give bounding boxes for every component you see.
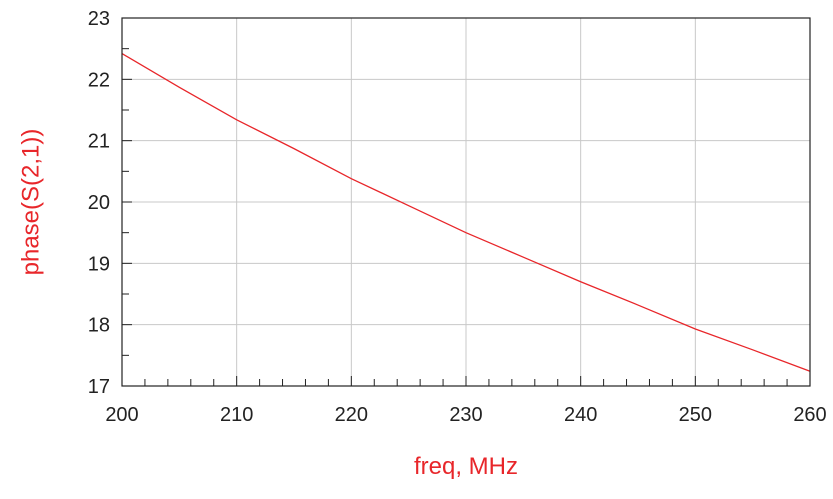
x-tick-label: 260 <box>793 404 826 426</box>
x-tick-label: 250 <box>679 404 712 426</box>
y-tick-label: 20 <box>88 192 110 214</box>
series-layer <box>121 53 811 372</box>
x-tick-label: 220 <box>335 404 368 426</box>
y-axis-label: phase(S(2,1)) <box>17 129 44 276</box>
series-line-1 <box>121 53 811 372</box>
y-tick-label: 21 <box>88 131 110 153</box>
plot-frame <box>121 17 811 387</box>
x-tick-label: 230 <box>449 404 482 426</box>
x-tick-label: 210 <box>220 404 253 426</box>
y-tick-label: 18 <box>88 315 110 337</box>
x-tick-label: 200 <box>105 404 138 426</box>
tick-labels: 200 210 220 230 240 250 260 17 18 19 20 21 22 23 <box>88 8 827 426</box>
y-tick-label: 17 <box>88 376 110 398</box>
y-tick-label: 23 <box>88 8 110 30</box>
x-tick-label: 240 <box>564 404 597 426</box>
y-tick-label: 22 <box>88 69 110 91</box>
grid-lines <box>122 18 810 386</box>
minor-ticks <box>122 48 788 386</box>
x-axis-label: freq, MHz <box>414 453 518 480</box>
y-tick-label: 19 <box>88 253 110 275</box>
